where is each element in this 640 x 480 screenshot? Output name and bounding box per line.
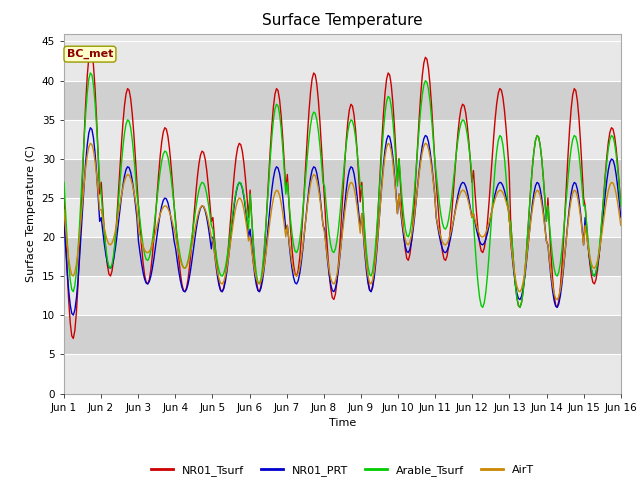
Legend: NR01_Tsurf, NR01_PRT, Arable_Tsurf, AirT: NR01_Tsurf, NR01_PRT, Arable_Tsurf, AirT: [147, 460, 538, 480]
Bar: [64, 315, 621, 354]
Bar: [64, 81, 621, 120]
Bar: [64, 354, 621, 394]
Bar: [64, 159, 621, 198]
Bar: [64, 237, 621, 276]
Text: BC_met: BC_met: [67, 49, 113, 59]
Bar: [64, 120, 621, 159]
X-axis label: Time: Time: [329, 418, 356, 428]
Title: Surface Temperature: Surface Temperature: [262, 13, 422, 28]
Bar: [64, 276, 621, 315]
Y-axis label: Surface Temperature (C): Surface Temperature (C): [26, 145, 36, 282]
Bar: [64, 41, 621, 81]
Bar: [64, 198, 621, 237]
